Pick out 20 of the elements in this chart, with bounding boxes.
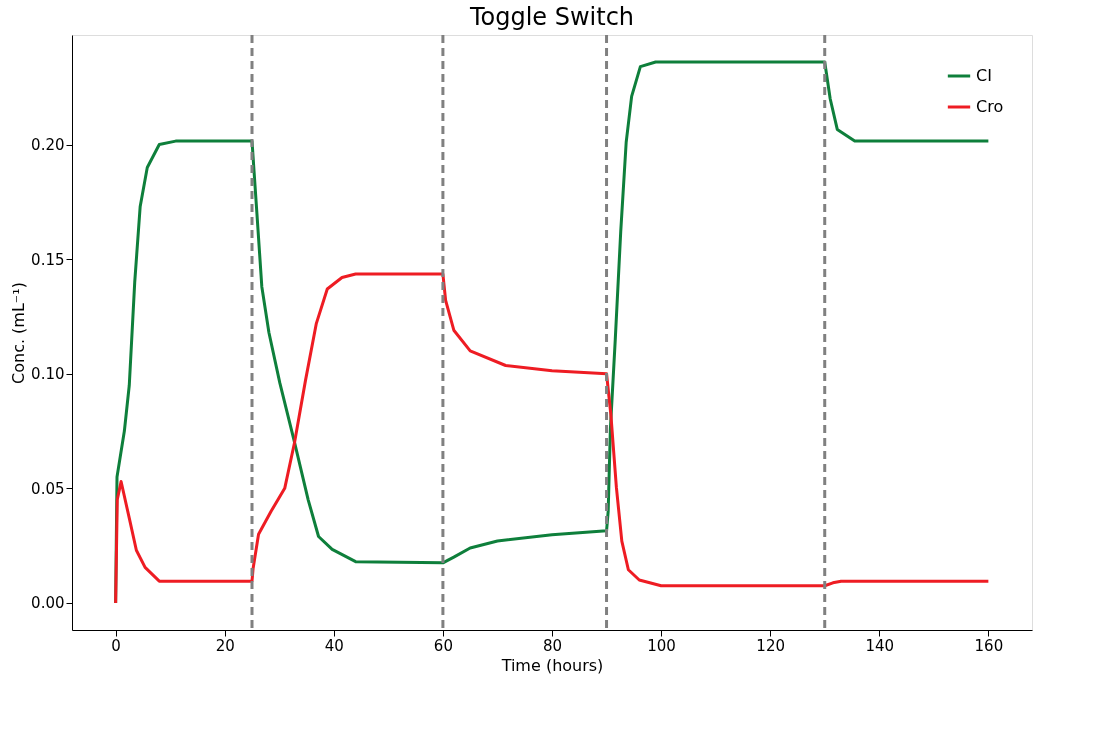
line-series [114,272,990,605]
x-tick-label: 60 [433,636,453,655]
x-tick-label: 0 [111,636,121,655]
x-tick-label: 80 [542,636,563,655]
x-tick-label: 120 [756,636,785,655]
x-tick-label: 100 [647,636,676,655]
x-tick-label: 140 [865,636,895,655]
y-tick-label: 0.00 [31,594,65,613]
legend-label: CI [976,66,992,85]
x-tick-label: 160 [974,636,1004,655]
y-tick-label: 0.15 [31,250,65,269]
x-axis-title: Time (hours) [500,655,604,675]
chart-title: Toggle Switch [468,2,635,31]
y-tick-label: 0.10 [31,365,65,384]
y-axis-title: Conc. (mL⁻¹) [9,282,29,384]
x-tick-label: 40 [324,636,344,655]
x-tick-label: 20 [215,636,235,655]
legend-label: Cro [976,97,1004,116]
y-tick-label: 0.20 [31,136,65,155]
y-tick-label: 0.05 [31,479,65,498]
